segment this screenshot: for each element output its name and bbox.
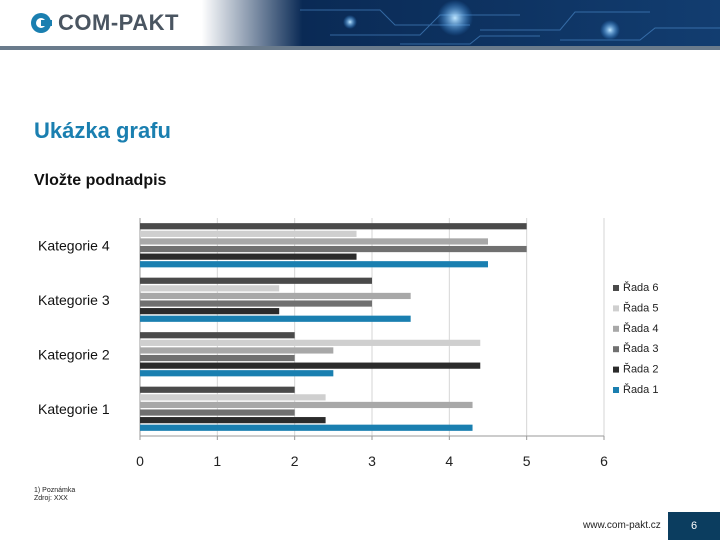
legend-swatch [613, 387, 619, 393]
bar-mark [140, 308, 280, 315]
bar-mark [140, 300, 372, 307]
bar-mark [140, 424, 473, 431]
legend-label: Řada 6 [623, 281, 658, 294]
legend-swatch [613, 325, 619, 332]
header-banner: COM-PAKT [0, 0, 720, 52]
bar-mark [140, 409, 295, 416]
category-label: Kategorie 2 [38, 346, 110, 362]
bar-mark [140, 253, 357, 260]
bar-mark [140, 339, 481, 346]
bar-mark [140, 230, 357, 237]
bar-mark [140, 332, 295, 339]
legend-label: Řada 3 [623, 342, 658, 355]
bar-mark [140, 285, 280, 292]
category-label: Kategorie 4 [38, 237, 110, 253]
bar-mark [140, 261, 488, 268]
header-background [0, 0, 720, 50]
x-tick-label: 2 [291, 453, 299, 469]
bar-mark [140, 394, 326, 401]
bar-mark [140, 354, 295, 362]
logo-mark-icon [31, 13, 52, 33]
bar-mark [140, 417, 326, 424]
legend-swatch [613, 285, 619, 291]
bar-mark [140, 238, 488, 245]
page-number: 6 [668, 512, 720, 540]
x-tick-label: 3 [368, 453, 376, 469]
slide-title: Ukázka grafu [34, 118, 171, 143]
bar-mark [140, 347, 334, 354]
bar-mark [140, 223, 527, 230]
footer-url[interactable]: www.com-pakt.cz [583, 520, 661, 531]
company-logo: COM-PAKT [30, 10, 179, 36]
bar-chart: 0 1 2 3 4 5 6 Kategorie 1 Kategorie 2 Kategorie 3… [38, 218, 658, 469]
source-note: Zdroj: XXX [34, 495, 68, 502]
legend-label: Řada 5 [623, 301, 658, 314]
footnote: 1) Poznámka [34, 487, 76, 494]
x-tick-label: 4 [445, 453, 453, 469]
legend-label: Řada 2 [623, 363, 658, 376]
bar-mark [140, 277, 372, 284]
legend-label: Řada 1 [623, 383, 658, 396]
slide-subtitle: Vložte podnadpis [34, 172, 167, 189]
legend-swatch [613, 366, 619, 373]
bar-mark [140, 370, 334, 377]
legend-swatch [613, 305, 619, 312]
legend-swatch [613, 346, 619, 353]
bar-mark [140, 245, 527, 253]
legend-label: Řada 4 [623, 322, 658, 335]
bar-mark [140, 362, 481, 369]
bar-mark [140, 315, 411, 322]
category-label: Kategorie 1 [38, 401, 110, 417]
x-tick-label: 5 [523, 453, 531, 469]
logo-text: COM-PAKT [58, 10, 179, 35]
bar-mark [140, 386, 295, 393]
x-tick-label: 0 [136, 453, 144, 469]
bar-mark [140, 401, 473, 409]
bar-mark [140, 292, 411, 300]
category-label: Kategorie 3 [38, 292, 110, 308]
x-tick-label: 1 [213, 453, 221, 469]
x-tick-label: 6 [600, 453, 608, 469]
